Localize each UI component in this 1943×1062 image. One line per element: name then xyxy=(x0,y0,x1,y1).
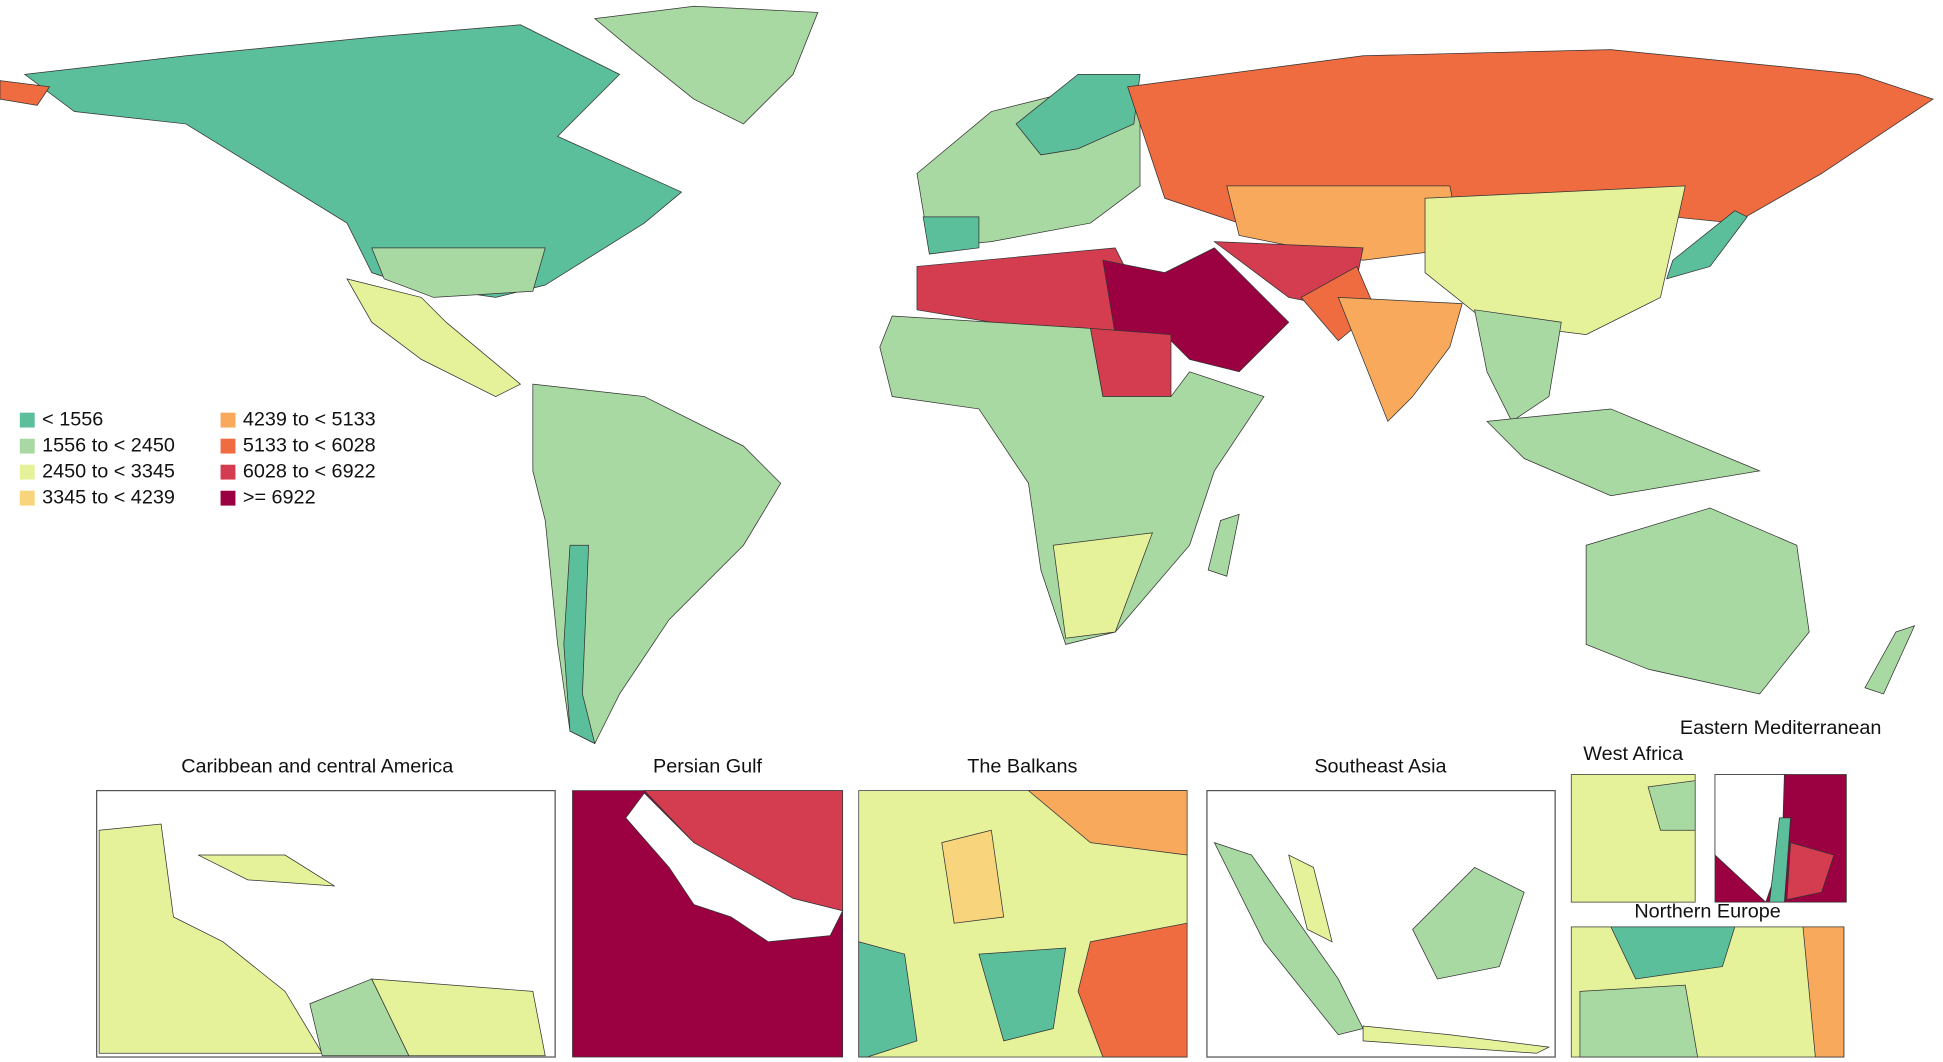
borneo xyxy=(1412,866,1525,980)
legend-swatch xyxy=(19,438,35,454)
legend-label: 6028 to < 6922 xyxy=(243,460,376,482)
iberia xyxy=(922,216,980,255)
legend-swatch xyxy=(220,438,236,454)
chukotka xyxy=(0,80,51,106)
legend-swatch xyxy=(220,464,236,480)
sudan xyxy=(1090,327,1172,397)
inset-title: West Africa xyxy=(1583,743,1684,765)
inset-title: The Balkans xyxy=(967,755,1077,777)
java xyxy=(1362,1025,1551,1054)
china xyxy=(1424,185,1686,335)
legend-label: 2450 to < 3345 xyxy=(42,460,175,482)
italy xyxy=(858,941,918,1058)
malaysia xyxy=(1288,854,1333,943)
madagascar xyxy=(1207,513,1240,577)
north-america xyxy=(23,24,683,298)
indonesia xyxy=(1486,408,1761,497)
venezuela xyxy=(371,978,546,1057)
scandinavia xyxy=(1015,73,1141,156)
germany xyxy=(1579,984,1699,1058)
sub-saharan-africa xyxy=(879,315,1265,645)
legend-label: 1556 to < 2450 xyxy=(42,434,175,456)
australia xyxy=(1585,507,1810,695)
legend-label: 3345 to < 4239 xyxy=(42,486,175,508)
new-zealand xyxy=(1864,625,1916,695)
legend-label: 4239 to < 5133 xyxy=(243,408,376,430)
israel xyxy=(1769,817,1791,903)
inset-title: Eastern Mediterranean xyxy=(1680,717,1882,739)
gulf-water xyxy=(625,792,844,943)
legend-swatch xyxy=(19,490,35,506)
baltics xyxy=(1802,926,1845,1058)
inset-title: Southeast Asia xyxy=(1314,755,1447,777)
central-asia xyxy=(1226,185,1463,261)
central-america xyxy=(346,278,522,397)
mali xyxy=(1647,780,1696,831)
legend-swatch xyxy=(19,412,35,428)
greece xyxy=(978,947,1067,1042)
inset-title: Caribbean and central America xyxy=(181,755,454,777)
south-america xyxy=(532,383,782,745)
legend-label: 5133 to < 6028 xyxy=(243,434,376,456)
cuba xyxy=(198,854,335,887)
mainland-southeast-asia xyxy=(1474,309,1562,422)
russia xyxy=(1127,49,1934,224)
us-south xyxy=(371,247,546,298)
legend-swatch xyxy=(220,412,236,428)
chile xyxy=(563,544,596,745)
serbia xyxy=(941,829,1005,924)
legend-label: < 1556 xyxy=(42,408,103,430)
india xyxy=(1337,297,1463,422)
japan xyxy=(1666,210,1748,280)
jordan xyxy=(1786,842,1835,901)
world-shapes xyxy=(0,5,1934,745)
caribbean-land xyxy=(98,823,323,1054)
legend: < 1556 1556 to < 2450 2450 to < 3345 3345 t… xyxy=(19,408,376,508)
legend-swatch xyxy=(220,490,236,506)
southern-africa xyxy=(1052,532,1153,639)
inset-title: Northern Europe xyxy=(1634,900,1780,922)
greenland xyxy=(593,5,819,125)
inset-title: Persian Gulf xyxy=(653,755,763,777)
insets: Caribbean and central America Persian Gu… xyxy=(96,717,1882,1058)
scandinavia-inset xyxy=(1610,926,1736,980)
turkey xyxy=(1077,922,1188,1058)
legend-label: >= 6922 xyxy=(243,486,316,508)
legend-swatch xyxy=(19,464,35,480)
ukraine xyxy=(1027,790,1188,856)
